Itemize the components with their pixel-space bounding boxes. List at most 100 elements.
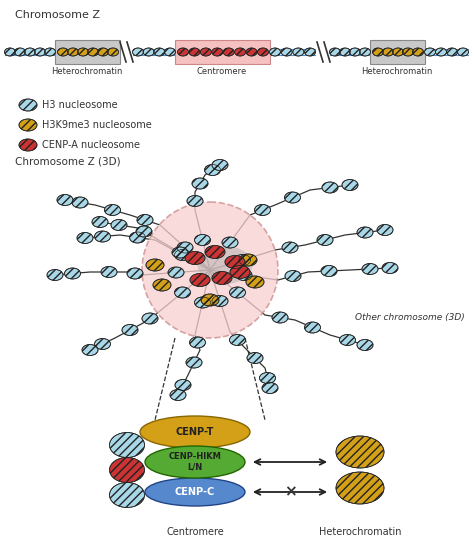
Text: Centromere: Centromere [166,527,224,537]
Ellipse shape [362,263,378,274]
Ellipse shape [281,48,292,56]
Ellipse shape [349,48,361,56]
Ellipse shape [19,99,37,111]
Ellipse shape [317,235,333,246]
FancyBboxPatch shape [55,40,120,64]
Ellipse shape [137,215,153,225]
Ellipse shape [108,48,118,56]
Circle shape [142,202,278,338]
Ellipse shape [246,48,257,56]
Ellipse shape [190,337,206,348]
Text: Centromere: Centromere [197,67,247,76]
Ellipse shape [329,48,340,56]
Ellipse shape [198,246,253,284]
Ellipse shape [133,48,144,56]
Ellipse shape [255,204,271,216]
Ellipse shape [285,270,301,281]
Ellipse shape [382,262,398,274]
Ellipse shape [235,255,250,266]
Text: Other chromosome (3D): Other chromosome (3D) [355,313,465,322]
Text: CENP-A nucleosome: CENP-A nucleosome [42,140,140,150]
Ellipse shape [67,48,79,56]
Ellipse shape [57,48,69,56]
Ellipse shape [272,312,288,323]
Ellipse shape [425,48,436,56]
Ellipse shape [25,48,36,56]
Ellipse shape [205,246,225,259]
Ellipse shape [177,242,193,253]
Ellipse shape [192,178,208,189]
Ellipse shape [94,339,110,350]
Ellipse shape [201,48,211,56]
Ellipse shape [457,48,468,56]
Ellipse shape [212,48,223,56]
Ellipse shape [77,233,93,243]
Ellipse shape [185,251,205,264]
Ellipse shape [122,325,138,335]
Ellipse shape [145,478,245,506]
Ellipse shape [377,224,393,236]
Ellipse shape [177,48,189,56]
Ellipse shape [293,48,304,56]
Ellipse shape [436,48,447,56]
Text: CENP-HIKM
L/N: CENP-HIKM L/N [169,453,221,472]
Ellipse shape [223,48,234,56]
Ellipse shape [342,179,358,190]
Ellipse shape [447,48,457,56]
Ellipse shape [101,267,117,278]
Ellipse shape [35,48,46,56]
Ellipse shape [72,197,88,208]
Ellipse shape [257,48,268,56]
Ellipse shape [153,279,171,291]
Ellipse shape [212,159,228,171]
Ellipse shape [339,334,356,345]
Ellipse shape [127,268,143,279]
Ellipse shape [321,266,337,276]
Ellipse shape [164,48,175,56]
Ellipse shape [88,48,99,56]
Ellipse shape [357,227,373,238]
Ellipse shape [64,268,81,279]
Text: Chromosome Z: Chromosome Z [15,10,100,20]
Ellipse shape [201,294,219,306]
Ellipse shape [236,269,252,281]
Ellipse shape [284,192,301,203]
Ellipse shape [174,249,191,261]
Ellipse shape [47,269,63,281]
Ellipse shape [145,446,245,478]
Ellipse shape [136,226,152,237]
Ellipse shape [229,334,246,345]
Ellipse shape [222,237,238,248]
Ellipse shape [92,216,108,228]
Ellipse shape [189,48,200,56]
Ellipse shape [230,266,250,279]
Ellipse shape [235,48,246,56]
Ellipse shape [146,259,164,271]
Ellipse shape [212,272,232,285]
Ellipse shape [140,416,250,448]
Ellipse shape [212,295,228,306]
Ellipse shape [111,220,127,230]
Ellipse shape [322,182,338,193]
Ellipse shape [109,457,145,482]
Ellipse shape [225,255,245,268]
Ellipse shape [82,345,98,356]
Ellipse shape [339,48,350,56]
Ellipse shape [259,372,275,384]
Ellipse shape [168,267,184,278]
Ellipse shape [15,48,26,56]
Ellipse shape [190,274,210,287]
Text: ×: × [283,485,296,500]
Text: Heterochromatin: Heterochromatin [319,527,401,537]
Ellipse shape [143,48,154,56]
Ellipse shape [129,232,146,243]
Text: H3 nucleosome: H3 nucleosome [42,100,118,110]
Text: Heterochromatin: Heterochromatin [361,67,433,76]
Ellipse shape [229,287,246,298]
Ellipse shape [187,196,203,207]
Ellipse shape [412,48,423,56]
Ellipse shape [194,297,210,308]
Ellipse shape [304,322,320,333]
Ellipse shape [282,242,298,253]
Ellipse shape [373,48,383,56]
